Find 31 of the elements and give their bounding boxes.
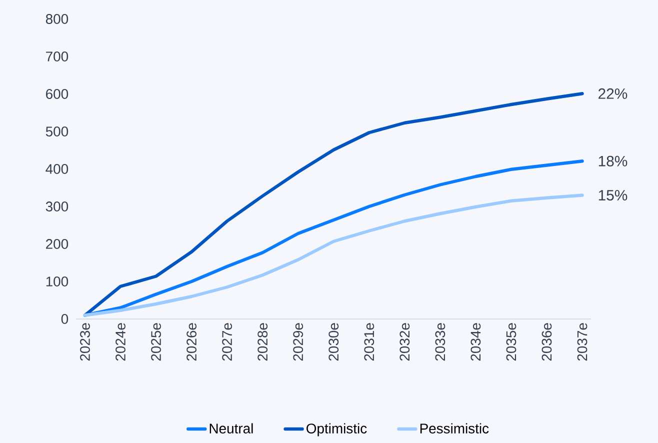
legend-label: Optimistic: [306, 423, 367, 436]
x-tick-label: 2032e: [400, 323, 410, 361]
x-tick-label: 2024e: [116, 323, 126, 361]
y-tick-label: 700: [46, 52, 68, 62]
x-tick-label: 2037e: [577, 323, 588, 361]
x-tick-label: 2033e: [435, 323, 446, 361]
annotation: 18%: [598, 156, 628, 166]
x-tick-label: 2035e: [506, 323, 516, 361]
annotation: 15%: [598, 190, 628, 200]
annotation: 22%: [598, 88, 628, 99]
y-tick-label: 400: [46, 164, 68, 174]
x-tick-label: 2030e: [328, 323, 339, 361]
x-tick-label: 2028e: [258, 323, 268, 361]
x-tick-label: 2027e: [222, 323, 232, 361]
legend-label: Pessimistic: [420, 423, 489, 434]
y-tick-label: 500: [46, 126, 68, 136]
y-tick-label: 300: [46, 202, 68, 212]
y-tick-label: 100: [46, 276, 68, 286]
y-tick-label: 600: [46, 89, 68, 99]
line-series: [83, 194, 584, 317]
legend-label: Neutral: [210, 423, 253, 434]
x-tick-label: 2036e: [542, 323, 552, 361]
y-tick-label: 200: [46, 239, 68, 249]
x-tick-label: 2025e: [151, 323, 161, 361]
x-tick-label: 2034e: [470, 323, 481, 361]
y-tick-label: 800: [46, 14, 68, 24]
x-tick-label: 2026e: [186, 323, 196, 361]
x-tick-label: 2031e: [364, 323, 374, 361]
x-tick-label: 2023e: [80, 323, 90, 361]
y-tick-label: 0: [61, 314, 68, 324]
x-tick-label: 2029e: [293, 323, 304, 361]
